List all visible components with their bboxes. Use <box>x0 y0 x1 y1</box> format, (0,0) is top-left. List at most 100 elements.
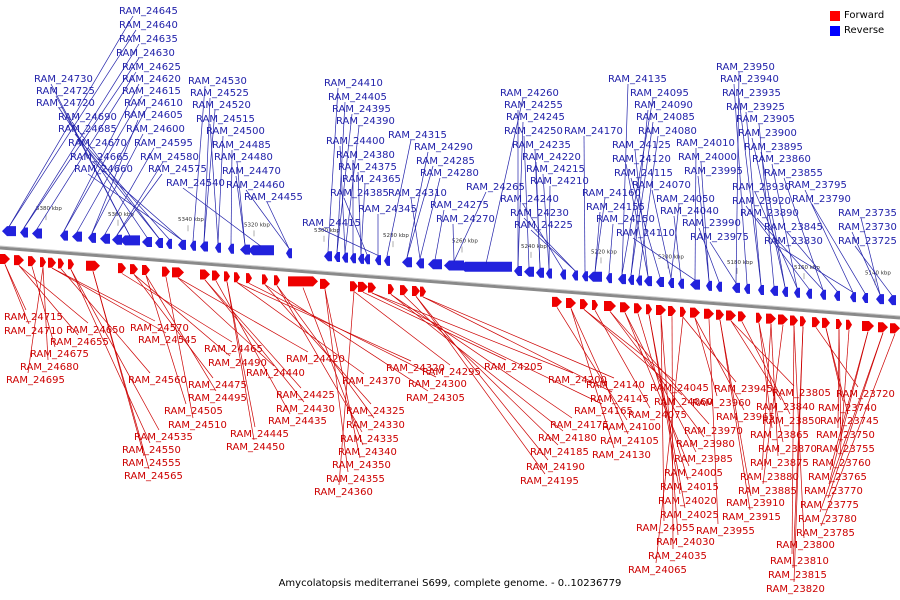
gene-label: RAM_24080 <box>638 126 697 137</box>
reverse-gene-arrow <box>428 259 442 270</box>
label-leader-lines <box>4 15 896 583</box>
leader-line <box>302 287 364 446</box>
gene-label: RAM_23830 <box>764 236 823 247</box>
gene-label: RAM_23740 <box>818 403 877 414</box>
forward-gene-arrow <box>634 303 642 314</box>
gene-label: RAM_23920 <box>732 196 791 207</box>
gene-label: RAM_24445 <box>230 429 289 440</box>
forward-gene-arrow <box>580 299 588 310</box>
leader-line <box>116 161 164 236</box>
gene-label: RAM_24105 <box>600 436 659 447</box>
forward-gene-arrow <box>726 310 736 321</box>
forward-gene-arrow <box>862 321 874 332</box>
scale-label: 5360 kbp <box>108 212 134 218</box>
gene-label: RAM_24565 <box>124 471 183 482</box>
gene-label: RAM_24185 <box>530 447 589 458</box>
leader-line <box>632 237 696 281</box>
leader-line <box>177 277 309 353</box>
leader-line <box>751 137 786 288</box>
gene-label: RAM_23790 <box>792 194 851 205</box>
gene-label: RAM_24145 <box>590 394 649 405</box>
gene-label: RAM_24600 <box>126 124 185 135</box>
gene-label: RAM_23995 <box>684 166 743 177</box>
forward-gene-arrow <box>48 257 56 268</box>
reverse-gene-arrow <box>155 238 163 249</box>
scale-label: 5220 kbp <box>591 249 617 255</box>
gene-label: RAM_24380 <box>336 150 395 161</box>
forward-swatch <box>830 10 840 21</box>
gene-label: RAM_24440 <box>246 368 305 379</box>
gene-label: RAM_24710 <box>4 326 63 337</box>
forward-gene-arrow <box>212 270 220 281</box>
leader-line <box>276 285 363 433</box>
leader-line <box>336 101 346 253</box>
reverse-gene-arrow <box>820 289 826 300</box>
reverse-gene-arrow <box>166 238 172 249</box>
reverse-gene-arrow <box>142 237 152 248</box>
leader-line <box>121 273 233 343</box>
gene-label: RAM_24070 <box>632 180 691 191</box>
gene-label: RAM_23940 <box>720 74 779 85</box>
reverse-gene-arrow <box>546 268 552 279</box>
forward-gene-arrow <box>40 257 46 268</box>
gene-label: RAM_24075 <box>628 410 687 421</box>
leader-line <box>74 133 160 239</box>
leader-line <box>854 245 893 296</box>
leader-line <box>793 326 804 583</box>
gene-label: RAM_24195 <box>520 476 579 487</box>
gene-label: RAM_24400 <box>326 136 385 147</box>
forward-gene-arrow <box>604 300 616 311</box>
reverse-gene-arrow <box>850 292 856 303</box>
leader-line <box>860 217 881 295</box>
leader-line <box>386 139 412 257</box>
leader-line <box>556 307 628 421</box>
reverse-gene-arrow <box>100 233 110 244</box>
reverse-gene-arrow <box>668 277 674 288</box>
gene-label: RAM_24645 <box>119 6 178 17</box>
leader-line <box>266 201 290 249</box>
gene-label: RAM_24045 <box>650 383 709 394</box>
forward-gene-arrow <box>368 282 376 293</box>
forward-gene-arrow <box>738 311 746 322</box>
gene-label: RAM_24515 <box>196 114 255 125</box>
leader-line <box>230 149 233 244</box>
gene-label: RAM_23910 <box>726 498 785 509</box>
gene-label: RAM_24270 <box>436 214 495 225</box>
leader-line <box>719 319 752 497</box>
gene-label: RAM_24110 <box>616 228 675 239</box>
leader-line <box>226 281 256 428</box>
genome-caption: Amycolatopsis mediterranei S699, complet… <box>278 578 622 589</box>
leader-line <box>177 277 275 367</box>
forward-gene-arrow <box>690 307 700 318</box>
leader-line <box>203 109 216 242</box>
gene-label: RAM_24540 <box>166 178 225 189</box>
gene-label: RAM_24570 <box>130 323 189 334</box>
gene-label: RAM_24295 <box>422 367 481 378</box>
leader-line <box>783 177 824 291</box>
leader-line <box>735 71 740 284</box>
reverse-gene-arrow <box>834 290 840 301</box>
gene-label: RAM_24375 <box>338 162 397 173</box>
gene-label: RAM_23895 <box>744 142 803 153</box>
leader-line <box>104 147 155 235</box>
gene-label: RAM_24725 <box>36 86 95 97</box>
gene-label: RAM_24280 <box>420 168 479 179</box>
forward-gene-arrow <box>0 254 10 264</box>
gene-label: RAM_24160 <box>582 188 641 199</box>
gene-label: RAM_24470 <box>222 166 281 177</box>
leader-line <box>791 325 795 555</box>
leader-line <box>406 165 434 258</box>
reverse-gene-arrow <box>514 265 522 276</box>
leader-line <box>209 123 219 243</box>
leader-line <box>324 289 349 473</box>
gene-label: RAM_24335 <box>340 434 399 445</box>
leader-line <box>406 151 429 258</box>
gene-label: RAM_23880 <box>740 472 799 483</box>
leader-line <box>517 121 524 267</box>
gene-label: RAM_24670 <box>68 138 127 149</box>
forward-gene-arrow <box>800 316 806 327</box>
gene-label: RAM_24290 <box>414 142 473 153</box>
leader-line <box>625 163 649 277</box>
leader-line <box>165 276 194 419</box>
backbone-shadow <box>0 245 900 317</box>
